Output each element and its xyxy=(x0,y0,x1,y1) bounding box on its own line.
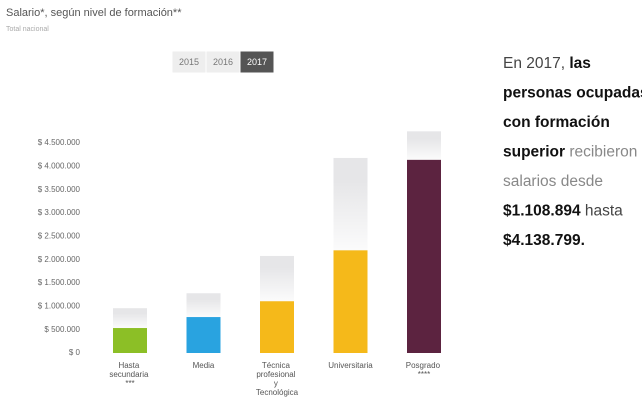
y-tick-label: $ 2.500.000 xyxy=(38,231,81,240)
chart-subtitle: Total nacional xyxy=(6,26,49,33)
range-fade xyxy=(407,131,441,160)
bar xyxy=(186,317,221,353)
bar xyxy=(407,159,441,353)
y-tick-label: $ 4.500.000 xyxy=(38,138,81,147)
bar xyxy=(260,301,294,353)
plot: $ 0 $ 500.000 $ 1.000.000 $ 1.500.000 $ 2.00… xyxy=(38,131,442,397)
annotation-line: salarios desde xyxy=(503,173,603,190)
annotation-segment: $4.138.799. xyxy=(503,232,585,249)
y-tick-label: $ 1.500.000 xyxy=(38,278,81,287)
bar xyxy=(113,328,147,353)
annotation-segment: con formación xyxy=(503,114,610,131)
x-tick-label: Posgrado **** xyxy=(406,361,442,379)
x-tick-label: Media xyxy=(193,361,215,370)
year-button-label[interactable]: 2016 xyxy=(213,57,233,67)
annotation-segment: salarios desde xyxy=(503,173,603,190)
x-tick-label: Técnica profesional y Tecnológica xyxy=(256,361,299,397)
range-fade xyxy=(113,308,147,329)
y-tick-label: $ 3.500.000 xyxy=(38,185,81,194)
annotation-line: $1.108.894 hasta xyxy=(503,203,623,220)
y-tick-label: $ 500.000 xyxy=(44,325,80,334)
annotation-line: En 2017, las xyxy=(503,55,591,72)
bar xyxy=(333,250,368,353)
y-tick-label: $ 0 xyxy=(69,348,81,357)
x-tick-label: Hasta secundaria *** xyxy=(109,361,150,388)
annotation-line: $4.138.799. xyxy=(503,232,585,249)
annotation-segment: las xyxy=(569,55,591,72)
annotation-segment: recibieron xyxy=(565,144,637,161)
annotation-line: con formación xyxy=(503,114,610,131)
range-fade xyxy=(333,157,368,251)
range-fade xyxy=(186,293,221,318)
annotation-line: personas ocupadas xyxy=(503,85,642,102)
y-tick-label: $ 4.000.000 xyxy=(38,161,81,170)
year-button[interactable] xyxy=(239,50,275,74)
annotation-segment: En 2017, xyxy=(503,55,569,72)
chart-title: Salario*, según nivel de formación** xyxy=(6,7,182,19)
year-button-label[interactable]: 2015 xyxy=(179,57,199,67)
annotation-segment: superior xyxy=(503,144,565,161)
annotation-line: superior recibieron xyxy=(503,144,637,161)
year-buttons: 2015 2016 2017 xyxy=(171,50,275,74)
annotation-segment: hasta xyxy=(581,203,624,220)
x-tick-label: Universitaria xyxy=(328,361,373,370)
annotation-segment: $1.108.894 xyxy=(503,203,581,220)
year-button-label[interactable]: 2017 xyxy=(247,57,267,67)
y-tick-label: $ 3.000.000 xyxy=(38,208,81,217)
annotation-segment: personas ocupadas xyxy=(503,85,642,102)
y-tick-label: $ 1.000.000 xyxy=(38,301,81,310)
annotation: En 2017, las personas ocupadas con formaci… xyxy=(503,55,642,249)
y-tick-label: $ 2.000.000 xyxy=(38,255,81,264)
range-fade xyxy=(260,255,294,302)
